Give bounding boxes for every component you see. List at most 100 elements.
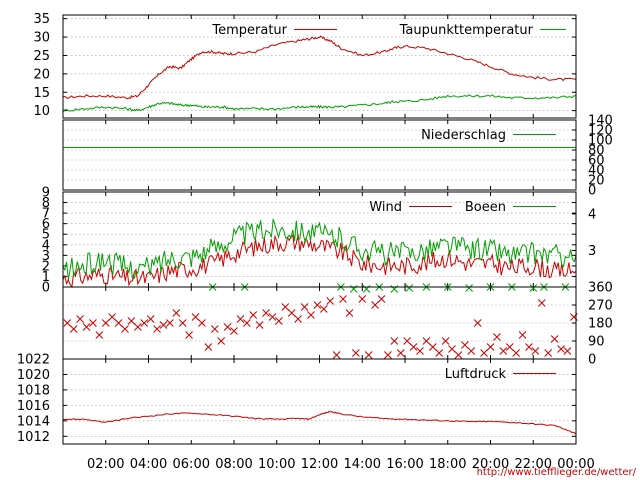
- scatter-point: [557, 345, 565, 353]
- y-tick-label: 1016: [17, 399, 50, 414]
- y-tick-label: 25: [33, 49, 50, 64]
- scatter-point: [396, 349, 405, 357]
- scatter-point: [242, 319, 251, 327]
- scatter-point: [467, 347, 476, 355]
- scatter-point: [249, 311, 258, 319]
- scatter-point: [358, 295, 367, 303]
- scatter-point: [544, 349, 553, 357]
- panel-frame: [62, 119, 577, 191]
- scatter-point: [307, 311, 315, 319]
- y-tick-label-right: 180: [588, 317, 613, 332]
- y-tick-label-right: 120: [588, 124, 613, 139]
- scatter-point: [108, 313, 117, 321]
- scatter-point: [403, 337, 411, 345]
- scatter-point: [493, 333, 501, 341]
- scatter-point: [377, 295, 386, 303]
- y-tick-label-right: 3: [588, 244, 596, 259]
- scatter-point: [114, 319, 123, 327]
- y-tick-label: 30: [33, 31, 50, 46]
- footer-url[interactable]: http://www.tiefflieger.de/wetter/: [477, 467, 637, 478]
- scatter-point: [178, 319, 187, 327]
- scatter-point: [159, 321, 168, 329]
- x-tick-label: 02:00: [87, 457, 124, 472]
- scatter-point: [465, 284, 473, 292]
- scatter-point: [300, 303, 309, 311]
- scatter-point: [89, 319, 97, 327]
- y-tick-label-right: 4: [588, 207, 596, 222]
- scatter-point: [185, 331, 193, 339]
- scatter-point: [262, 309, 270, 317]
- scatter-point: [255, 321, 264, 329]
- scatter-point: [435, 349, 444, 357]
- y-tick-label: 5: [42, 228, 50, 243]
- x-tick-label: 00:00: [557, 457, 594, 472]
- scatter-point: [294, 315, 302, 323]
- scatter-point: [460, 341, 469, 349]
- scatter-point: [95, 331, 104, 339]
- y-tick-label-right: 270: [588, 299, 613, 314]
- legend-label: Luftdruck: [445, 367, 507, 382]
- y-tick-label-right: 0: [588, 353, 596, 368]
- scatter-point: [69, 325, 78, 333]
- scatter-point: [529, 284, 538, 292]
- series-line-boeen: [62, 218, 577, 280]
- series-line-temperatur: [62, 35, 577, 100]
- y-tick-label-right: 60: [588, 154, 605, 169]
- legend-label: Boeen: [465, 200, 506, 215]
- scatter-point: [384, 351, 392, 359]
- scatter-point: [332, 351, 341, 359]
- scatter-point: [422, 337, 431, 345]
- y-tick-label: 8: [42, 196, 50, 211]
- scatter-point: [223, 323, 232, 331]
- x-tick-label: 18:00: [429, 457, 466, 472]
- scatter-point: [146, 315, 155, 323]
- x-tick-label: 06:00: [173, 457, 210, 472]
- series-line-wind: [62, 234, 577, 288]
- x-tick-label: 16:00: [386, 457, 423, 472]
- y-tick-label: 2: [42, 259, 50, 274]
- scatter-point: [281, 303, 290, 311]
- y-tick-label-right: 20: [588, 174, 605, 189]
- x-tick-label: 08:00: [215, 457, 252, 472]
- scatter-point: [268, 313, 277, 321]
- scatter-point: [198, 319, 206, 327]
- y-tick-label-right: 140: [588, 114, 613, 129]
- y-tick-label: 20: [33, 67, 50, 82]
- scatter-point: [448, 345, 456, 353]
- scatter-point: [480, 349, 488, 357]
- x-tick-label: 22:00: [515, 457, 552, 472]
- scatter-point: [537, 299, 546, 307]
- scatter-point: [127, 317, 136, 325]
- y-tick-label: 9: [42, 186, 50, 201]
- scatter-point: [76, 315, 84, 323]
- y-tick-label-right: 80: [588, 144, 605, 159]
- panel-frame: [62, 14, 577, 119]
- y-tick-label: 1012: [17, 430, 50, 445]
- scatter-point: [204, 343, 213, 351]
- scatter-point: [191, 313, 200, 321]
- panel-wind-direction: 0 90 180 270 360: [62, 281, 613, 368]
- scatter-point: [133, 323, 142, 331]
- y-tick-label-right: 360: [588, 281, 613, 296]
- scatter-point: [166, 319, 174, 327]
- y-tick-label: 7: [42, 207, 50, 222]
- scatter-point: [405, 284, 414, 292]
- scatter-point: [416, 347, 424, 355]
- y-tick-label: 1018: [17, 383, 50, 398]
- series-line-luftdruck: [62, 410, 577, 435]
- legend-label: Temperatur: [211, 23, 287, 38]
- scatter-point: [409, 343, 418, 351]
- scatter-point: [364, 351, 373, 359]
- scatter-point: [82, 323, 91, 331]
- y-tick-label: 0: [42, 281, 50, 296]
- y-tick-label-right: 40: [588, 164, 605, 179]
- scatter-point: [563, 347, 572, 355]
- x-tick-label: 12:00: [301, 457, 338, 472]
- y-tick-label-right: 0: [588, 184, 596, 199]
- scatter-point: [313, 301, 322, 309]
- scatter-point: [101, 319, 110, 327]
- scatter-point: [441, 337, 450, 345]
